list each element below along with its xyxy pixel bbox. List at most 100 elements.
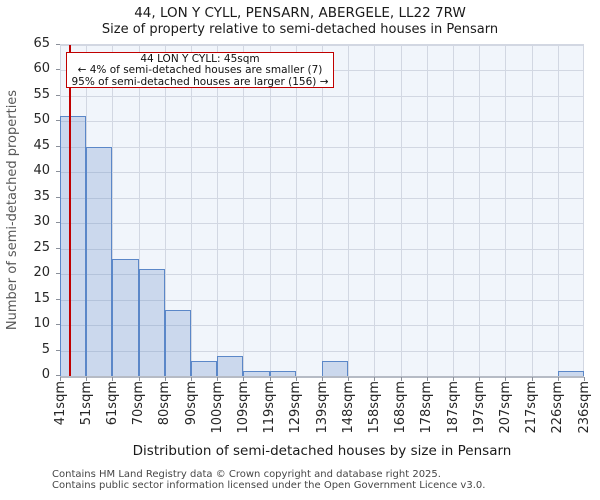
v-gridline: [243, 45, 245, 376]
histogram-bar: [191, 360, 218, 376]
y-tick-label: 60: [33, 61, 50, 77]
y-tick-label: 0: [41, 367, 50, 382]
x-axis-ticks: 41sqm 51sqm 61sqm 70sqm 80sqm 90sqm 100sqm 109s…: [53, 381, 592, 443]
y-tick-label: 10: [33, 316, 50, 332]
y-tick-label: 40: [33, 163, 50, 179]
x-tick-mark: [164, 377, 166, 381]
y-tick-mark: [56, 69, 60, 71]
x-tick-label: 109sqm: [235, 381, 251, 434]
y-tick-mark: [56, 375, 60, 376]
x-tick-mark: [112, 377, 114, 381]
x-tick-label: 139sqm: [314, 381, 330, 434]
v-gridline: [164, 45, 166, 376]
v-gridline: [531, 45, 533, 376]
x-tick-mark: [217, 377, 219, 381]
x-tick-label: 100sqm: [209, 381, 225, 434]
x-tick-mark: [557, 377, 559, 381]
y-tick-mark: [56, 171, 60, 173]
x-tick-mark: [400, 377, 402, 381]
v-gridline: [348, 45, 350, 376]
plot-area: 44 LON Y CYLL: 45sqm ← 4% of semi-detach…: [60, 44, 584, 378]
x-tick-label: 226sqm: [550, 381, 566, 434]
y-tick-mark: [56, 247, 60, 249]
x-tick-mark: [243, 377, 245, 381]
y-tick-mark: [56, 222, 60, 224]
v-gridline: [138, 45, 140, 376]
y-tick-mark: [56, 349, 60, 351]
v-gridline: [453, 45, 454, 376]
y-tick-mark: [56, 145, 60, 147]
x-tick-mark: [295, 377, 297, 381]
y-tick-label: 30: [33, 214, 50, 230]
y-tick-label: 15: [33, 290, 50, 306]
y-tick-mark: [56, 120, 60, 122]
histogram-bar: [164, 309, 191, 376]
x-tick-label: 148sqm: [340, 381, 356, 434]
x-tick-mark: [374, 377, 376, 381]
x-tick-label: 197sqm: [471, 381, 487, 434]
histogram-bar: [269, 370, 296, 376]
x-tick-mark: [505, 377, 507, 381]
y-axis-ticks: 0 5 10 15 20 25 30 35 40 45 50 55 60 65: [0, 36, 50, 382]
histogram-bar: [86, 146, 113, 376]
x-tick-label: 119sqm: [262, 381, 278, 434]
attribution-line-1: Contains HM Land Registry data © Crown c…: [52, 469, 441, 480]
attribution-line-2: Contains public sector information licen…: [52, 480, 486, 491]
x-tick-label: 70sqm: [131, 381, 147, 426]
y-tick-label: 50: [33, 112, 50, 128]
y-tick-label: 5: [41, 341, 50, 357]
x-tick-label: 41sqm: [52, 381, 68, 426]
x-tick-mark: [479, 377, 481, 381]
x-tick-mark: [138, 377, 140, 381]
v-gridline: [191, 45, 192, 376]
y-tick-label: 45: [33, 137, 50, 153]
v-gridline: [295, 45, 297, 376]
v-gridline: [217, 45, 219, 376]
y-tick-mark: [56, 324, 60, 326]
x-tick-label: 129sqm: [288, 381, 304, 434]
chart-subtitle: Size of property relative to semi-detach…: [101, 22, 499, 37]
x-tick-label: 187sqm: [445, 381, 461, 434]
v-gridline: [112, 45, 114, 376]
property-size-marker-line: [69, 45, 72, 376]
y-tick-label: 55: [33, 86, 50, 102]
x-tick-label: 90sqm: [183, 381, 199, 426]
y-tick-mark: [56, 298, 60, 300]
y-tick-label: 35: [33, 188, 50, 204]
histogram-bar: [557, 370, 584, 376]
y-tick-mark: [56, 94, 60, 96]
x-tick-mark: [531, 377, 533, 381]
histogram-bar: [217, 355, 244, 376]
x-tick-mark: [86, 377, 88, 381]
histogram-bar: [138, 269, 165, 376]
y-tick-mark: [56, 44, 60, 45]
x-tick-mark: [453, 377, 454, 381]
histogram-bar: [322, 360, 349, 376]
annotation-larger-pct: 95% of semi-detached houses are larger (…: [71, 75, 329, 88]
annotation-box: 44 LON Y CYLL: 45sqm ← 4% of semi-detach…: [66, 52, 334, 88]
v-gridline: [583, 45, 584, 376]
x-tick-label: 217sqm: [524, 381, 540, 434]
chart-title: 44, LON Y CYLL, PENSARN, ABERGELE, LL22 …: [134, 5, 466, 21]
v-gridline: [557, 45, 559, 376]
y-tick-label: 20: [33, 265, 50, 281]
attribution-footer: Contains HM Land Registry data © Crown c…: [52, 469, 485, 491]
x-tick-mark: [191, 377, 192, 381]
x-tick-label: 178sqm: [419, 381, 435, 434]
y-tick-mark: [56, 196, 60, 198]
histogram-bar: [243, 370, 270, 376]
y-tick-mark: [56, 273, 60, 275]
v-gridline: [269, 45, 271, 376]
x-tick-mark: [269, 377, 271, 381]
x-tick-label: 51sqm: [78, 381, 94, 426]
x-tick-label: 168sqm: [393, 381, 409, 434]
x-tick-mark: [60, 377, 61, 381]
y-tick-label: 25: [33, 239, 50, 255]
histogram-bar: [112, 258, 139, 376]
v-gridline: [479, 45, 481, 376]
v-gridline: [400, 45, 402, 376]
x-tick-mark: [426, 377, 428, 381]
v-gridline: [505, 45, 507, 376]
x-tick-mark: [322, 377, 323, 381]
